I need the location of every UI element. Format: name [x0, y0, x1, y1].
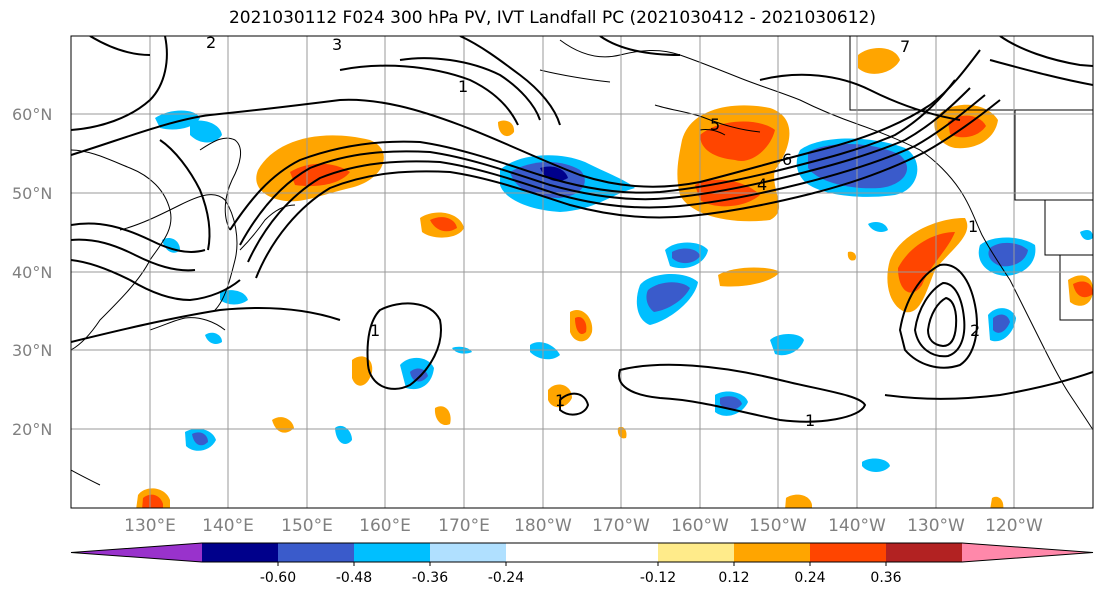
- lon-label-120w: 120°W: [985, 516, 1043, 536]
- lon-label-170w: 170°W: [592, 516, 650, 536]
- colorbar-ticks: -0.60 -0.48 -0.36 -0.24 -0.12 0.12 0.24 0.36: [260, 562, 902, 586]
- lat-label-60n: 60°N: [12, 105, 52, 124]
- contour-label-6: 6: [782, 150, 792, 169]
- contour-labels: 1 2 3 4 5 6 7 1 1 1 2 1: [206, 33, 980, 430]
- colorbar-tick-label: -0.60: [260, 570, 296, 586]
- colorbar-segment: [354, 543, 431, 562]
- contour-label-5: 5: [710, 115, 720, 134]
- pv-contours: [71, 36, 1093, 423]
- lon-label-170e: 170°E: [438, 516, 490, 536]
- lon-label-150w: 150°W: [749, 516, 807, 536]
- contour-label-2: 2: [970, 321, 980, 340]
- contour-label-3: 3: [332, 35, 342, 54]
- lon-label-130e: 130°E: [124, 516, 176, 536]
- colorbar-segment: [886, 543, 963, 562]
- colorbar-segment: [810, 543, 887, 562]
- colorbar-segment: [430, 543, 507, 562]
- lon-label-180w: 180°W: [514, 516, 572, 536]
- lat-label-50n: 50°N: [12, 184, 52, 203]
- contour-label-1: 1: [458, 77, 468, 96]
- colorbar-segment: [278, 543, 355, 562]
- colorbar-segment: [582, 543, 659, 562]
- contour-label-1: 1: [968, 217, 978, 236]
- latitude-labels: 60°N 50°N 40°N 30°N 20°N: [12, 105, 52, 439]
- map-border: [70, 35, 1094, 509]
- contour-label-2: 2: [206, 33, 216, 52]
- contour-label-1: 1: [555, 391, 565, 410]
- colorbar-tick-label: 0.36: [870, 570, 901, 586]
- colorbar-tick-label: 0.24: [794, 570, 825, 586]
- anomaly-fill-layer: [136, 48, 1093, 508]
- colorbar-extend-max: [962, 543, 1093, 562]
- contour-label-1: 1: [805, 411, 815, 430]
- lat-label-20n: 20°N: [12, 420, 52, 439]
- colorbar-tick-label: -0.36: [412, 570, 448, 586]
- colorbar-extend-min: [71, 543, 202, 562]
- jet-contour: [71, 49, 981, 188]
- contour-label-1: 1: [370, 321, 380, 340]
- colorbar: [70, 542, 1094, 563]
- colorbar-segment: [202, 543, 279, 562]
- lon-label-160w: 160°W: [671, 516, 729, 536]
- lon-label-150e: 150°E: [281, 516, 333, 536]
- contour-label-4: 4: [757, 175, 767, 194]
- contour-label-7: 7: [900, 37, 910, 56]
- colorbar-segment: [658, 543, 735, 562]
- longitude-labels: 130°E 140°E 150°E 160°E 170°E 180°W 170°…: [124, 516, 1043, 536]
- colorbar-tick-label: 0.12: [718, 570, 749, 586]
- coastlines: [71, 36, 1093, 486]
- colorbar-tick-label: -0.48: [336, 570, 372, 586]
- lat-label-40n: 40°N: [12, 263, 52, 282]
- lon-label-130w: 130°W: [907, 516, 965, 536]
- lon-label-160e: 160°E: [359, 516, 411, 536]
- colorbar-tick-label: -0.12: [640, 570, 676, 586]
- colorbar-segment: [506, 543, 583, 562]
- colorbar-segment: [734, 543, 811, 562]
- map-title: 2021030112 F024 300 hPa PV, IVT Landfall…: [228, 8, 876, 28]
- lon-label-140w: 140°W: [828, 516, 886, 536]
- colorbar-outline: [70, 542, 1094, 563]
- colorbar-tick-label: -0.24: [488, 570, 524, 586]
- lat-label-30n: 30°N: [12, 341, 52, 360]
- lon-label-140e: 140°E: [202, 516, 254, 536]
